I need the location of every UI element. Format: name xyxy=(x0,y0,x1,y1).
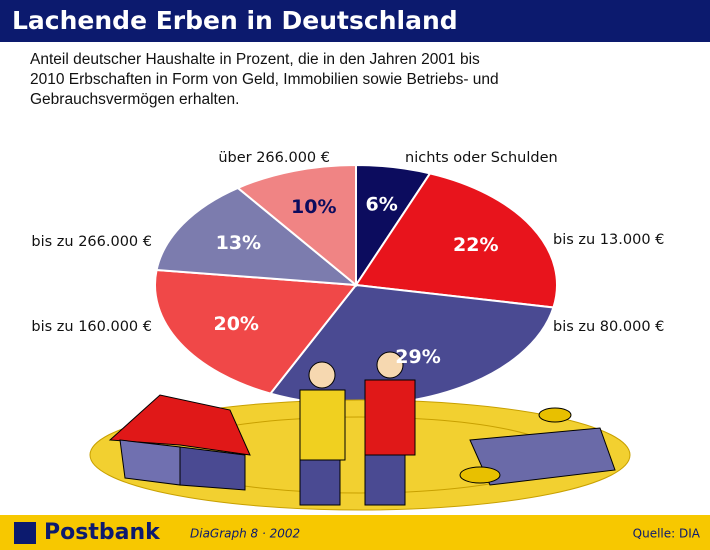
edition: DiaGraph 8 · 2002 xyxy=(190,527,300,541)
value-label: 22% xyxy=(453,234,498,256)
chart-subtitle: Anteil deutscher Haushalte in Prozent, d… xyxy=(30,51,499,108)
pie-slice xyxy=(154,268,358,395)
pie-slice xyxy=(235,163,357,288)
value-label: 29% xyxy=(395,346,440,368)
category-label: bis zu 13.000 € xyxy=(553,232,664,248)
category-label: nichts oder Schulden xyxy=(405,150,558,166)
category-label: bis zu 80.000 € xyxy=(553,319,664,335)
pie-slice xyxy=(155,186,360,287)
category-label: bis zu 160.000 € xyxy=(31,319,152,335)
value-label: 6% xyxy=(365,193,397,215)
pie-slice xyxy=(354,172,558,309)
category-label: bis zu 266.000 € xyxy=(31,234,152,250)
source: Quelle: DIA xyxy=(633,527,701,541)
category-label: über 266.000 € xyxy=(218,150,330,166)
illustration xyxy=(89,351,631,511)
chart-title: Lachende Erben in Deutschland xyxy=(0,0,710,42)
value-label: 13% xyxy=(216,232,261,254)
value-label: 10% xyxy=(291,196,336,218)
value-label: 20% xyxy=(213,313,258,335)
brand: Postbank xyxy=(44,520,161,545)
logo xyxy=(14,522,36,544)
footer-art: Postbank DiaGraph 8 · 2002 Quelle: DIA xyxy=(14,520,701,545)
footer: Postbank DiaGraph 8 · 2002 Quelle: DIA xyxy=(0,515,710,550)
